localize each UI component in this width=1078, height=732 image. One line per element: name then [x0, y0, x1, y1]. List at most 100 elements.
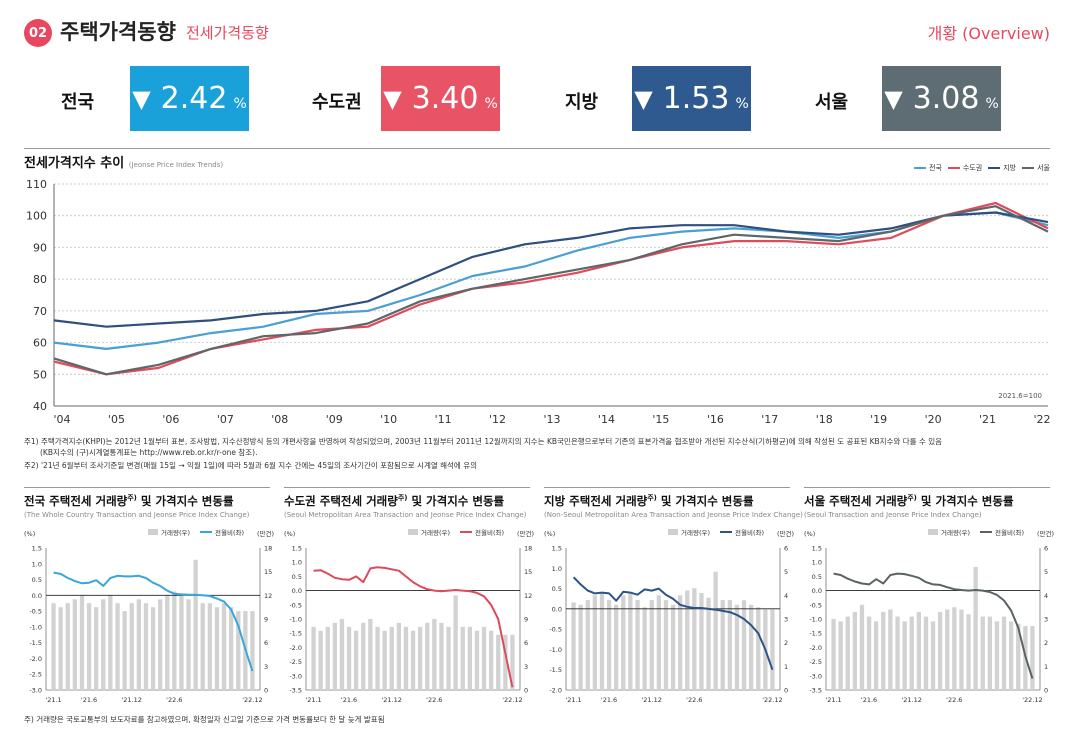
left-tick-label: -1.0 [809, 616, 822, 624]
x-tick-label: '06 [162, 413, 179, 426]
volume-bar [86, 603, 92, 690]
page-subtitle: 전세가격동향 [186, 24, 269, 42]
divider [544, 487, 790, 488]
left-tick-label: -2.0 [549, 687, 562, 695]
legend-label-line: 전월비(좌) [215, 528, 244, 537]
volume-bar [481, 626, 487, 690]
volume-bar [410, 630, 416, 690]
volume-bar [770, 609, 775, 690]
legend-item: 지방 [988, 163, 1016, 173]
left-unit: (%) [544, 530, 555, 538]
right-unit: (만건) [777, 529, 794, 538]
volume-bar [325, 626, 330, 690]
stat-label-seoul: 서울 [815, 92, 849, 113]
right-tick-label: 0 [784, 687, 788, 695]
x-tick-label: '17 [761, 413, 778, 426]
left-tick-label: -3.5 [809, 687, 822, 695]
left-tick-label: -1.0 [549, 646, 562, 654]
volume-bar [158, 599, 163, 690]
small-chart-title-text-2: 및 가격지수 변동률 [656, 494, 754, 508]
y-tick-label: 100 [26, 210, 47, 223]
x-tick-label: '21.12 [901, 696, 921, 704]
volume-bar [578, 604, 583, 690]
volume-bar [396, 622, 401, 690]
down-triangle-icon: ▼ [383, 84, 402, 113]
volume-bar [874, 621, 879, 690]
volume-bar [592, 595, 597, 690]
right-tick-label: 4 [784, 592, 788, 600]
volume-bar [418, 626, 423, 690]
legend-swatch-bar [928, 529, 938, 535]
down-triangle-icon: ▼ [634, 84, 653, 113]
left-tick-label: 1.5 [32, 545, 42, 553]
volume-bar [179, 595, 184, 690]
left-tick-label: -2.5 [289, 658, 302, 666]
volume-bar [311, 626, 316, 690]
volume-bar [236, 611, 241, 690]
note-1b: (KB지수의 (구)시계열통계표는 http://www.reb.or.kr/r… [40, 448, 258, 457]
legend-swatch [947, 167, 960, 169]
legend-label-bar: 거래량(우) [421, 528, 450, 537]
volume-bar [446, 626, 451, 690]
left-tick-label: -0.5 [289, 601, 302, 609]
divider [804, 487, 1050, 488]
volume-bar [207, 603, 212, 690]
volume-bar [756, 607, 761, 690]
volume-bar [571, 602, 576, 690]
stat-unit: % [735, 95, 749, 112]
left-tick-label: -2.5 [29, 671, 42, 679]
volume-bar [1030, 626, 1035, 690]
down-triangle-icon: ▼ [132, 84, 151, 113]
small-chart-title-text: 서울 주택전세 거래량 [804, 494, 908, 508]
section-divider [24, 148, 1050, 149]
volume-bar [503, 634, 508, 690]
x-tick-label: '21.12 [641, 696, 661, 704]
left-tick-label: 1.0 [812, 559, 822, 567]
right-unit: (만건) [257, 529, 274, 538]
small-chart-subtitle: (Seoul Metropolitan Area Transaction and… [284, 511, 527, 519]
right-tick-label: 18 [264, 545, 272, 553]
volume-bar [585, 600, 590, 690]
note-2: 주2) '21년 6월부터 조사기준일 변경(매월 15일 → 익월 1일)에 … [24, 461, 478, 470]
left-tick-label: 0.0 [292, 587, 302, 595]
volume-bar [902, 621, 907, 690]
legend-label: 전국 [929, 164, 942, 172]
volume-bar [1016, 623, 1021, 690]
volume-bar [973, 566, 978, 690]
volume-bar [938, 611, 943, 690]
left-unit: (%) [804, 530, 815, 538]
volume-bar [678, 595, 683, 690]
left-tick-label: -1.5 [549, 666, 562, 674]
x-tick-label: '04 [53, 413, 70, 426]
small-bar-line-chart: (%) (만건) 거래량(우) 전월비(좌) 1.5 1.0 0.5 0.0 -0.5 -1.0 -… [284, 528, 534, 704]
left-tick-label: 0.0 [552, 605, 562, 613]
volume-bar [635, 600, 640, 690]
left-tick-label: 1.5 [552, 545, 562, 553]
x-tick-label: '21.12 [121, 696, 141, 704]
x-tick-label: '21.12 [381, 696, 401, 704]
volume-bar [642, 607, 647, 690]
left-tick-label: -1.0 [289, 616, 302, 624]
volume-bar [881, 611, 886, 690]
y-tick-label: 60 [33, 337, 47, 350]
volume-bar [361, 622, 366, 690]
volume-bar [734, 604, 740, 690]
left-tick-label: -1.5 [29, 639, 42, 647]
legend-label-line: 전월비(좌) [995, 528, 1024, 537]
volume-bar [221, 603, 227, 690]
y-tick-label: 80 [33, 273, 47, 286]
series-line-전국 [53, 211, 1049, 350]
small-chart-subtitle: (Seoul Transaction and Jeonse Price Inde… [804, 511, 982, 519]
volume-bar [909, 616, 914, 690]
volume-bar [888, 609, 893, 690]
right-tick-label: 3 [524, 663, 528, 671]
volume-bar [368, 619, 373, 690]
change-rate-line [833, 572, 1034, 679]
x-tick-label: '13 [543, 413, 560, 426]
volume-bar [332, 622, 337, 690]
x-tick-label: '16 [707, 413, 724, 426]
x-tick-label: '21 [979, 413, 996, 426]
right-tick-label: 18 [524, 545, 532, 553]
volume-bar [945, 609, 950, 690]
small-chart-title: 서울 주택전세 거래량주) 및 가격지수 변동률 [804, 493, 1014, 509]
